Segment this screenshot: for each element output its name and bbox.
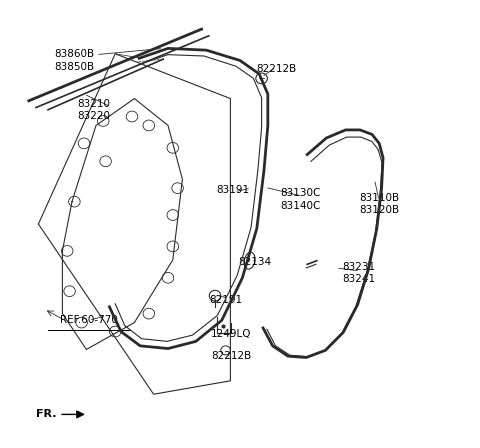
Text: 83231
83241: 83231 83241 [342,262,376,284]
Text: 82134: 82134 [238,257,271,267]
Text: 83130C
83140C: 83130C 83140C [280,188,320,211]
Text: 83191: 83191 [216,185,250,195]
Text: 82212B: 82212B [256,65,296,74]
Text: REF.60-770: REF.60-770 [60,315,118,325]
Text: 83110B
83120B: 83110B 83120B [359,193,399,215]
Text: 82212B: 82212B [211,351,252,361]
Text: 83860B
83850B: 83860B 83850B [54,49,95,72]
Text: 83210
83220: 83210 83220 [77,99,110,121]
Text: 82191: 82191 [209,295,242,305]
Text: 1249LQ: 1249LQ [211,329,252,339]
Text: FR.: FR. [36,409,57,419]
